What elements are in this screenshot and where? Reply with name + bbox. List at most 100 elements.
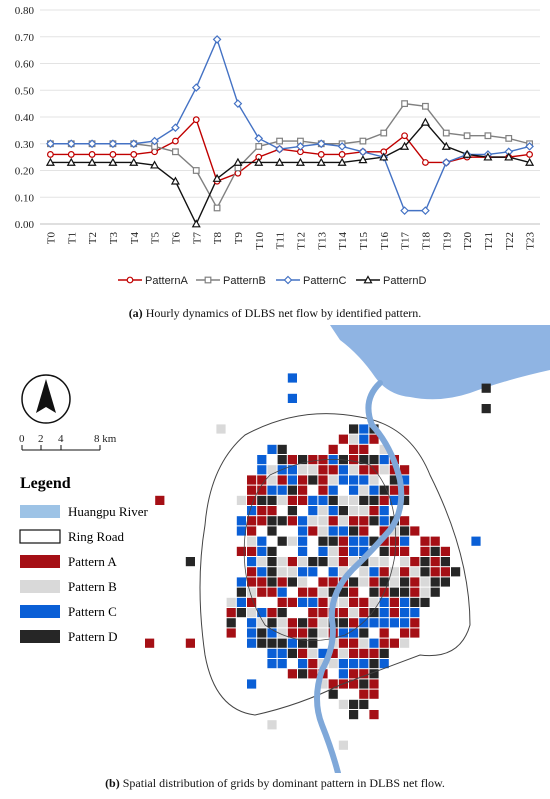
grid-cell	[328, 577, 338, 587]
grid-cell	[359, 689, 369, 699]
legend-label-pattern-d: Pattern D	[68, 629, 117, 644]
grid-cell	[349, 659, 359, 669]
grid-cell	[318, 536, 328, 546]
grid-cell	[389, 597, 399, 607]
scale-bar: 0 2 4 8 km	[19, 433, 117, 451]
data-point	[337, 157, 347, 166]
data-point	[204, 276, 212, 284]
grid-cell	[277, 516, 287, 526]
grid-cell	[359, 628, 369, 638]
grid-cell	[287, 628, 297, 638]
grid-cell	[338, 506, 348, 516]
grid-cell	[379, 465, 389, 475]
grid-cell	[481, 383, 491, 393]
grid-cell	[308, 516, 318, 526]
grid-cell	[277, 444, 287, 454]
grid-cell	[338, 587, 348, 597]
grid-cell	[298, 638, 308, 648]
grid-cell	[267, 475, 277, 485]
grid-cell	[287, 669, 297, 679]
grid-cell	[308, 495, 318, 505]
grid-cell	[349, 495, 359, 505]
grid-cell	[338, 648, 348, 658]
grid-cell	[236, 546, 246, 556]
grid-cell	[277, 475, 287, 485]
grid-cell	[400, 546, 410, 556]
grid-cell	[430, 557, 440, 567]
grid-cell	[338, 526, 348, 536]
grid-cell	[359, 434, 369, 444]
grid-cell	[267, 506, 277, 516]
legend-swatch-pattern-d	[20, 630, 60, 643]
data-point	[296, 142, 305, 151]
grid-cell	[185, 638, 195, 648]
inner-ring-road	[243, 458, 397, 641]
grid-cell	[328, 659, 338, 669]
grid-cell	[379, 597, 389, 607]
x-tick-label: T23	[525, 232, 537, 250]
grid-cell	[318, 495, 328, 505]
grid-cell	[247, 638, 257, 648]
grid-cell	[349, 648, 359, 658]
y-tick-label: 0.30	[15, 139, 35, 151]
grid-cell	[257, 557, 267, 567]
data-point	[66, 139, 76, 149]
grid-cell	[349, 444, 359, 454]
grid-cell	[236, 516, 246, 526]
grid-cell	[369, 577, 379, 587]
grid-cell	[318, 465, 328, 475]
grid-cell	[185, 557, 195, 567]
data-point	[129, 139, 139, 149]
grid-cell	[328, 475, 338, 485]
grid-cell	[277, 495, 287, 505]
data-point	[46, 139, 55, 149]
grid-cell	[287, 536, 297, 546]
data-point	[170, 176, 180, 185]
grid-cell	[247, 475, 257, 485]
grid-cell	[338, 618, 348, 628]
grid-cell	[308, 648, 318, 658]
grid-cell	[318, 546, 328, 556]
data-point	[212, 35, 222, 44]
grid-cell	[267, 465, 277, 475]
grid-cell	[389, 485, 399, 495]
grid-cell	[338, 669, 348, 679]
grid-cell	[267, 516, 277, 526]
data-point	[213, 204, 221, 212]
grid-cell	[308, 597, 318, 607]
grid-cell	[257, 516, 267, 526]
data-point	[441, 158, 451, 167]
x-tick-label: T12	[295, 232, 307, 250]
water-body	[330, 325, 550, 400]
x-tick-label: T9	[233, 232, 245, 245]
grid-cell	[328, 495, 338, 505]
grid-cell	[338, 608, 348, 618]
grid-cell	[410, 557, 420, 567]
grid-cell	[298, 587, 308, 597]
grid-cell	[338, 536, 348, 546]
grid-cell	[349, 710, 359, 720]
grid-cell	[318, 628, 328, 638]
grid-cell	[277, 557, 287, 567]
grid-cell	[379, 659, 389, 669]
grid-cell	[267, 659, 277, 669]
data-point	[254, 134, 264, 143]
x-tick-label: T0	[45, 232, 57, 245]
grid-cell	[379, 526, 389, 536]
data-point	[233, 157, 243, 166]
legend-label-river: Huangpu River	[68, 504, 148, 519]
grid-cell	[308, 455, 318, 465]
grid-cell	[267, 444, 277, 454]
grid-cell	[247, 536, 257, 546]
x-tick-label: T4	[129, 232, 141, 245]
grid-cell	[369, 659, 379, 669]
grid-cell	[389, 587, 399, 597]
grid-cell	[328, 648, 338, 658]
grid-cell	[349, 465, 359, 475]
grid-cell	[349, 628, 359, 638]
grid-cell	[277, 628, 287, 638]
grid-cell	[400, 475, 410, 485]
data-point	[172, 137, 179, 145]
grid-cell	[349, 577, 359, 587]
grid-cell	[420, 577, 430, 587]
